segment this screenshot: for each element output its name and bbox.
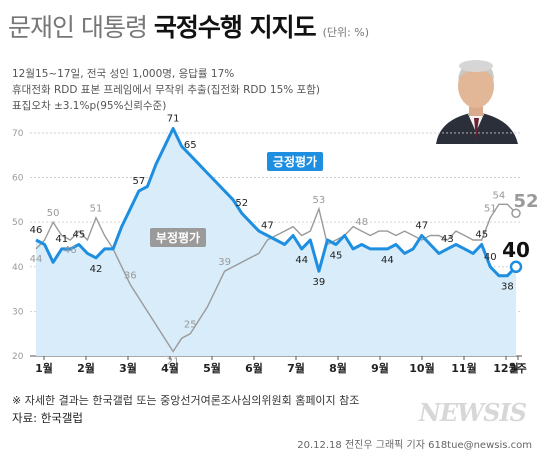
positive-end-marker xyxy=(509,260,523,274)
x-tick-label: 3주 xyxy=(509,362,527,375)
negative-legend-text: 부정평가 xyxy=(156,230,200,245)
negative-data-label: 21 xyxy=(167,357,180,368)
chart-title: 문재인 대통령 국정수행 지지도 (단위: %) xyxy=(8,8,369,44)
newsis-logo: NEWSIS xyxy=(418,398,527,427)
negative-data-label: 50 xyxy=(47,208,60,219)
y-tick-label: 50 xyxy=(12,218,24,228)
footnote: ※ 자세한 결과는 한국갤럽 또는 중앙선거여론조사심의위원회 홈페이지 참조 xyxy=(12,394,360,407)
x-tick-label: 3월 xyxy=(119,361,137,375)
x-tick-label: 10월 xyxy=(409,361,434,375)
y-tick-labels: 20 30 40 50 60 70 xyxy=(12,129,24,362)
positive-data-label: 65 xyxy=(184,140,197,151)
survey-info-line-2: 휴대전화 RDD 표본 프레임에서 무작위 추출(집전화 RDD 15% 포함) xyxy=(12,84,321,96)
positive-data-label: 47 xyxy=(261,221,274,232)
positive-data-label: 46 xyxy=(30,225,43,236)
y-tick-label: 40 xyxy=(12,263,24,273)
positive-data-label: 44 xyxy=(295,255,308,266)
negative-end-marker xyxy=(511,208,521,218)
x-tick-label: 5월 xyxy=(203,361,221,375)
title-bold: 국정수행 지지도 xyxy=(153,13,317,42)
x-tick-label: 6월 xyxy=(245,361,263,375)
y-tick-label: 70 xyxy=(12,129,24,139)
negative-data-label: 25 xyxy=(184,320,197,331)
negative-data-label: 44 xyxy=(30,254,43,265)
president-portrait xyxy=(418,48,536,144)
negative-points xyxy=(35,204,521,352)
positive-points xyxy=(35,128,523,276)
y-tick-label: 30 xyxy=(12,307,24,317)
positive-data-label: 57 xyxy=(132,176,145,187)
negative-legend-label: 부정평가 xyxy=(150,228,206,247)
credit-line: 20.12.18 전진우 그래픽 기자 618tue@newsis.com xyxy=(297,440,532,451)
x-tick-label: 1월 xyxy=(35,361,53,375)
title-light: 문재인 대통령 xyxy=(8,13,148,42)
positive-data-label: 40 xyxy=(502,238,530,262)
negative-data-label: 36 xyxy=(124,271,137,282)
positive-data-label: 39 xyxy=(312,277,325,288)
negative-data-label: 53 xyxy=(312,195,325,206)
x-tick-label: 12월 xyxy=(493,361,518,375)
positive-data-label: 44 xyxy=(381,255,394,266)
survey-info-line-3: 표집오차 ±3.1%p(95%신뢰수준) xyxy=(12,100,167,112)
positive-data-label: 52 xyxy=(235,198,248,209)
y-tick-label: 20 xyxy=(12,352,24,362)
positive-legend-box xyxy=(267,152,323,171)
negative-data-label: 51 xyxy=(90,204,103,215)
source-label: 자료: 한국갤럽 xyxy=(12,411,84,425)
x-tick-label: 2월 xyxy=(77,361,95,375)
x-tick-label: 7월 xyxy=(287,361,305,375)
positive-area-fill xyxy=(36,128,516,356)
negative-data-label: 54 xyxy=(492,190,505,201)
positive-data-label: 40 xyxy=(484,252,497,263)
positive-legend-text: 긍정평가 xyxy=(273,154,317,169)
negative-data-label: 52 xyxy=(513,191,538,212)
positive-data-label: 47 xyxy=(415,221,428,232)
negative-legend-box xyxy=(150,228,206,247)
negative-data-label: 51 xyxy=(484,204,497,215)
positive-data-label: 45 xyxy=(72,229,85,240)
survey-info-line-1: 12월15~17일, 전국 성인 1,000명, 응답률 17% xyxy=(12,68,235,80)
positive-data-label: 45 xyxy=(330,250,343,261)
y-tick-label: 60 xyxy=(12,174,24,184)
positive-data-label: 42 xyxy=(90,264,103,275)
positive-data-label: 71 xyxy=(167,113,180,124)
unit-label: (단위: %) xyxy=(322,26,370,39)
positive-data-label: 38 xyxy=(501,282,514,293)
x-tick-label: 9월 xyxy=(371,361,389,375)
negative-data-label: 46 xyxy=(64,245,77,256)
positive-data-label: 41 xyxy=(55,234,68,245)
positive-data-label: 43 xyxy=(441,234,454,245)
negative-data-labels: 44 50 46 51 36 21 25 39 53 48 51 54 52 xyxy=(30,190,539,367)
x-tick-label: 11월 xyxy=(451,361,476,375)
positive-data-label: 45 xyxy=(475,229,488,240)
x-tick-label: 4월 xyxy=(161,361,179,375)
negative-data-label: 48 xyxy=(355,217,368,228)
negative-data-label: 39 xyxy=(218,257,231,268)
positive-legend-label: 긍정평가 xyxy=(267,152,323,171)
x-tick-label: 8월 xyxy=(329,361,347,375)
